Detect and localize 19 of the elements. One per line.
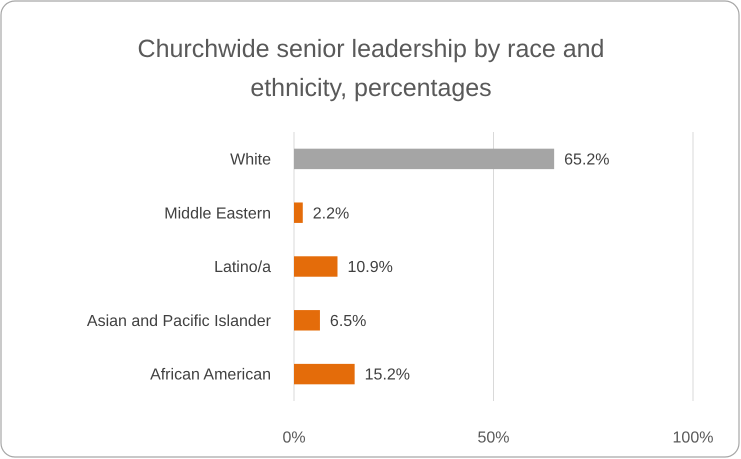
- y-tick-label: Middle Eastern: [164, 205, 271, 222]
- y-tick-label: White: [230, 152, 272, 168]
- y-tick-label: Latino/a: [214, 259, 272, 276]
- chart-title: Churchwide senior leadership by race and ethnicity, percentages: [138, 35, 604, 102]
- data-label: 65.2%: [564, 152, 610, 168]
- bar: [294, 202, 303, 223]
- data-label: 10.9%: [347, 259, 393, 276]
- x-tick-label: 0%: [282, 430, 306, 447]
- bar: [294, 364, 355, 384]
- x-tick-label: 100%: [672, 430, 714, 447]
- data-label: 2.2%: [312, 205, 350, 222]
- bar: [294, 148, 554, 170]
- data-label: 15.2%: [364, 366, 410, 384]
- bar: [294, 256, 338, 277]
- x-tick-label: 50%: [477, 430, 510, 447]
- y-tick-label: African American: [150, 366, 271, 384]
- y-tick-label: Asian and Pacific Islander: [86, 312, 272, 330]
- data-label: 6.5%: [330, 312, 366, 330]
- bar: [294, 310, 320, 331]
